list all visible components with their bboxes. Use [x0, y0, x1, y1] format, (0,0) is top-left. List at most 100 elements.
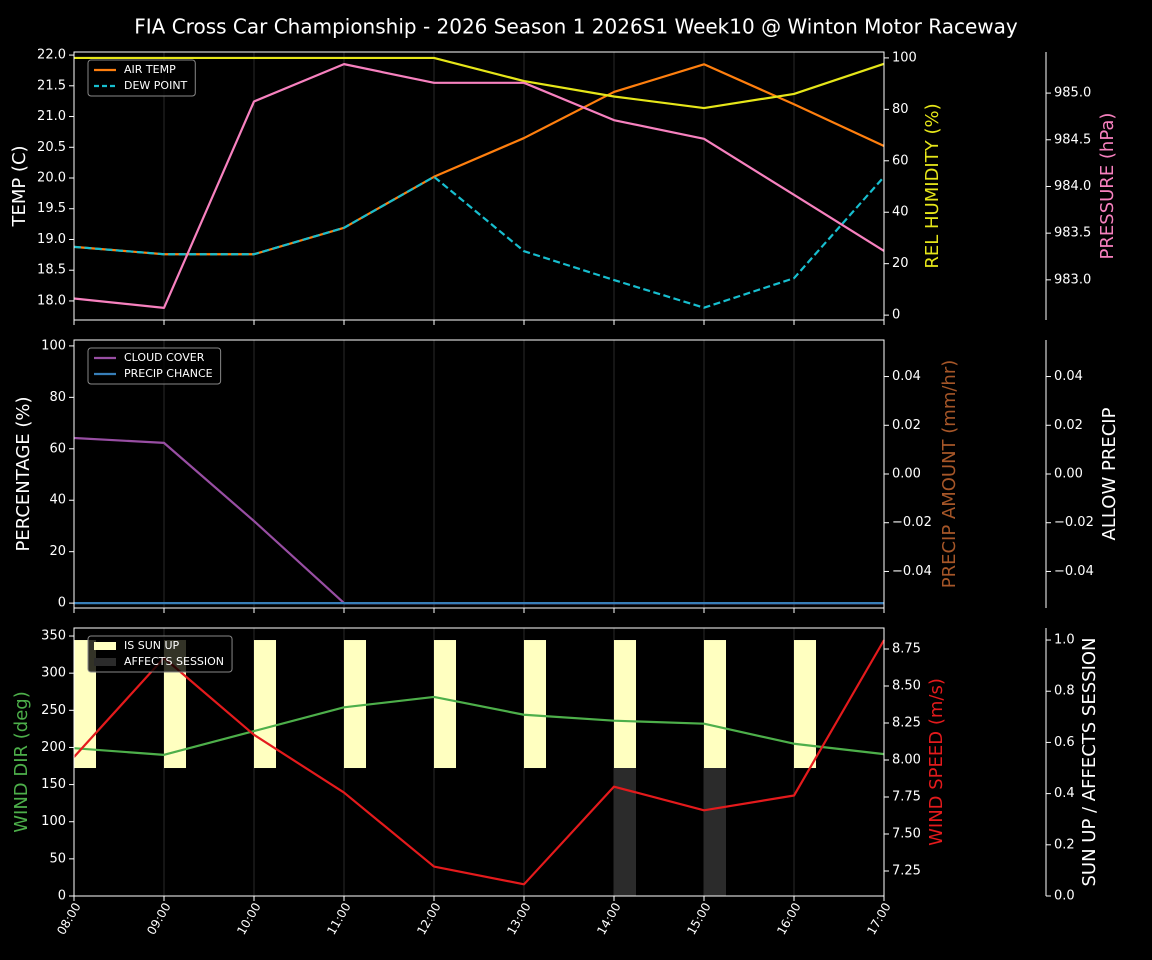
y2-tick-label: 20 — [892, 256, 909, 271]
plot-frame — [73, 627, 885, 897]
y-tick-label: 200 — [41, 740, 66, 755]
bar — [794, 640, 816, 769]
y2-tick-label: −0.04 — [892, 564, 932, 579]
y-tick-label: 0 — [58, 889, 66, 904]
bar — [434, 640, 456, 769]
y-tick-label: 350 — [41, 629, 66, 644]
axis-label: TEMP (C) — [9, 145, 30, 227]
legend-box — [87, 347, 222, 385]
y-tick-label: 150 — [41, 777, 66, 792]
y3-tick-label: 0.04 — [1054, 369, 1083, 384]
y2-tick-label: 7.25 — [892, 863, 921, 878]
y3-tick-label: 1.0 — [1054, 633, 1075, 648]
axis-label: PRECIP AMOUNT (mm/hr) — [939, 360, 960, 589]
y3-tick-label: −0.02 — [1054, 515, 1094, 530]
y3-tick-label: 0.6 — [1054, 735, 1075, 750]
y-tick-label: 0 — [58, 596, 66, 611]
plot-frame — [73, 51, 885, 321]
legend: IS SUN UP AFFECTS SESSION — [87, 635, 233, 673]
y2-tick-label: 7.75 — [892, 789, 921, 804]
y3-tick-label: 0.0 — [1054, 889, 1075, 904]
line — [73, 63, 885, 256]
legend-label: AIR TEMP — [124, 63, 176, 76]
axis-label: REL HUMIDITY (%) — [922, 103, 943, 268]
y2-tick-label: 60 — [892, 153, 909, 168]
y2-tick-label: 0.00 — [892, 467, 921, 482]
y-tick-label: 21.0 — [37, 109, 66, 124]
chart-title: FIA Cross Car Championship - 2026 Season… — [134, 15, 1018, 39]
y-tick-label: 20.0 — [37, 171, 66, 186]
y-tick-label: 60 — [49, 441, 66, 456]
y2-tick-label: 0 — [892, 308, 900, 323]
bar — [704, 640, 726, 769]
axis-label: ALLOW PRECIP — [1099, 407, 1120, 540]
y-tick-label: 18.5 — [37, 263, 66, 278]
y3-tick-label: 984.5 — [1054, 132, 1091, 147]
axis-label: SUN UP / AFFECTS SESSION — [1079, 637, 1100, 886]
y2-tick-label: 80 — [892, 102, 909, 117]
y-tick-label: 19.0 — [37, 232, 66, 247]
bar — [704, 768, 726, 896]
legend-label: CLOUD COVER — [124, 351, 205, 364]
y2-tick-label: 40 — [892, 205, 909, 220]
legend-box — [87, 635, 233, 673]
y2-tick-label: 8.00 — [892, 753, 921, 768]
y3-tick-label: 983.0 — [1054, 272, 1091, 287]
y-tick-label: 18.0 — [37, 293, 66, 308]
y3-tick-label: 983.5 — [1054, 226, 1091, 241]
bar — [614, 640, 636, 769]
line — [73, 695, 885, 756]
y-tick-label: 80 — [49, 390, 66, 405]
y3-tick-label: 0.00 — [1054, 467, 1083, 482]
y-tick-label: 21.5 — [37, 78, 66, 93]
y2-tick-label: 7.50 — [892, 826, 921, 841]
y3-tick-label: 0.8 — [1054, 684, 1075, 699]
y-tick-label: 100 — [41, 814, 66, 829]
y3-tick-label: 985.0 — [1054, 86, 1091, 101]
legend-label: PRECIP CHANCE — [124, 367, 213, 380]
y3-tick-label: 0.4 — [1054, 786, 1075, 801]
y-tick-label: 22.0 — [37, 48, 66, 63]
y-tick-label: 40 — [49, 493, 66, 508]
line — [73, 63, 885, 309]
legend-label: AFFECTS SESSION — [124, 655, 224, 668]
bar — [254, 640, 276, 769]
y-tick-label: 250 — [41, 703, 66, 718]
y-tick-label: 19.5 — [37, 201, 66, 216]
axis-label: PRESSURE (hPa) — [1097, 113, 1118, 260]
legend-swatch — [94, 658, 116, 666]
y2-tick-label: 8.75 — [892, 642, 921, 657]
y3-tick-label: 0.2 — [1054, 837, 1075, 852]
bar — [344, 640, 366, 769]
y2-tick-label: 0.04 — [892, 369, 921, 384]
y2-tick-label: 8.50 — [892, 679, 921, 694]
legend: AIR TEMP DEW POINT — [87, 59, 196, 97]
y-tick-label: 100 — [41, 338, 66, 353]
axis-label: PERCENTAGE (%) — [13, 396, 34, 551]
bar — [614, 768, 636, 896]
bar — [524, 640, 546, 769]
legend: CLOUD COVER PRECIP CHANCE — [87, 347, 222, 385]
legend-label: DEW POINT — [124, 79, 188, 92]
axis-label: WIND SPEED (m/s) — [926, 678, 947, 846]
y3-tick-label: −0.04 — [1054, 564, 1094, 579]
legend-swatch — [94, 642, 116, 650]
y2-tick-label: 8.25 — [892, 716, 921, 731]
line — [73, 175, 885, 309]
axis-label: WIND DIR (deg) — [11, 691, 32, 833]
line — [73, 639, 885, 886]
y2-tick-label: 100 — [892, 50, 917, 65]
legend-label: IS SUN UP — [124, 639, 180, 652]
y3-tick-label: 0.02 — [1054, 418, 1083, 433]
y-tick-label: 50 — [49, 851, 66, 866]
y-tick-label: 300 — [41, 666, 66, 681]
y3-tick-label: 984.0 — [1054, 179, 1091, 194]
y2-tick-label: −0.02 — [892, 515, 932, 530]
y-tick-label: 20.5 — [37, 140, 66, 155]
line — [74, 56, 885, 110]
y-tick-label: 20 — [49, 544, 66, 559]
y2-tick-label: 0.02 — [892, 418, 921, 433]
